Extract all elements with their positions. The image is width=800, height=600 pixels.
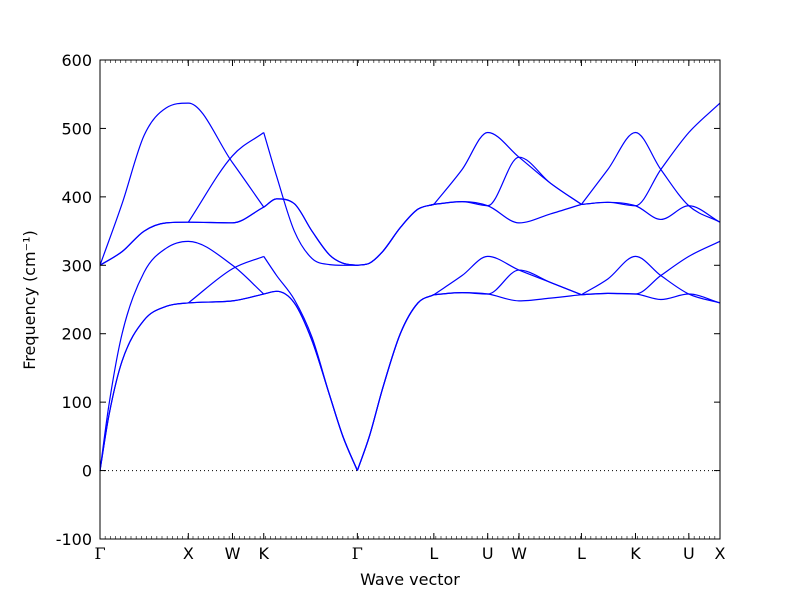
- branch-line-0: [99, 293, 264, 471]
- x-tick-label-4: Γ: [352, 544, 363, 563]
- x-axis-label: Wave vector: [360, 570, 460, 589]
- branch-line-30: [581, 102, 721, 207]
- y-tick-label: 100: [61, 393, 92, 412]
- x-tick-label-6: U: [482, 544, 494, 563]
- branch-line-2: [99, 240, 265, 471]
- branch-line-11: [263, 198, 358, 266]
- x-tick-label-9: K: [630, 544, 641, 563]
- branch-line-12: [263, 198, 358, 266]
- branch-line-16: [356, 294, 435, 471]
- branch-line-5: [99, 206, 265, 266]
- y-tick-label: 200: [61, 325, 92, 344]
- y-tick-label: 300: [61, 256, 92, 275]
- x-axis-minor-ticks: [99, 60, 721, 539]
- branch-line-23: [433, 201, 582, 224]
- branch-line-24: [433, 156, 582, 207]
- branch-line-20: [433, 292, 582, 302]
- x-tick-label-3: K: [258, 544, 269, 563]
- x-tick-label-0: Γ: [94, 544, 105, 563]
- branch-line-8: [263, 290, 358, 471]
- branch-line-9: [263, 290, 358, 471]
- branch-line-14: [356, 294, 435, 471]
- branch-line-31: [580, 131, 721, 223]
- y-axis-label: Frequency (cm⁻¹): [20, 230, 39, 369]
- x-tick-label-7: W: [511, 544, 527, 563]
- y-tick-label: 0: [82, 462, 92, 481]
- x-tick-label-10: U: [683, 544, 695, 563]
- x-tick-label-5: L: [429, 544, 438, 563]
- plot-lines: [99, 102, 721, 471]
- x-tick-label-11: X: [715, 544, 726, 563]
- x-tick-label-8: L: [577, 544, 586, 563]
- branch-line-1: [99, 293, 264, 471]
- y-tick-label: 400: [61, 188, 92, 207]
- branch-line-15: [356, 294, 435, 471]
- branch-line-4: [99, 206, 265, 266]
- branch-line-3: [187, 255, 264, 304]
- y-tick-label: 600: [61, 51, 92, 70]
- branch-line-10: [263, 256, 358, 471]
- branch-line-13: [263, 132, 358, 266]
- branch-line-7: [187, 132, 265, 223]
- branch-line-27: [581, 240, 721, 296]
- y-tick-label: -100: [56, 530, 92, 549]
- branch-line-25: [433, 131, 582, 205]
- y-axis-ticks: -100 0 100 200 300 400 500 600: [56, 51, 720, 549]
- x-tick-label-2: W: [225, 544, 241, 563]
- branch-line-6: [99, 102, 265, 266]
- y-tick-label: 500: [61, 119, 92, 138]
- branch-line-22: [433, 255, 582, 296]
- x-tick-label-1: X: [183, 544, 194, 563]
- branch-line-21: [433, 269, 582, 296]
- branch-line-19: [357, 203, 435, 266]
- branch-line-28: [581, 255, 721, 304]
